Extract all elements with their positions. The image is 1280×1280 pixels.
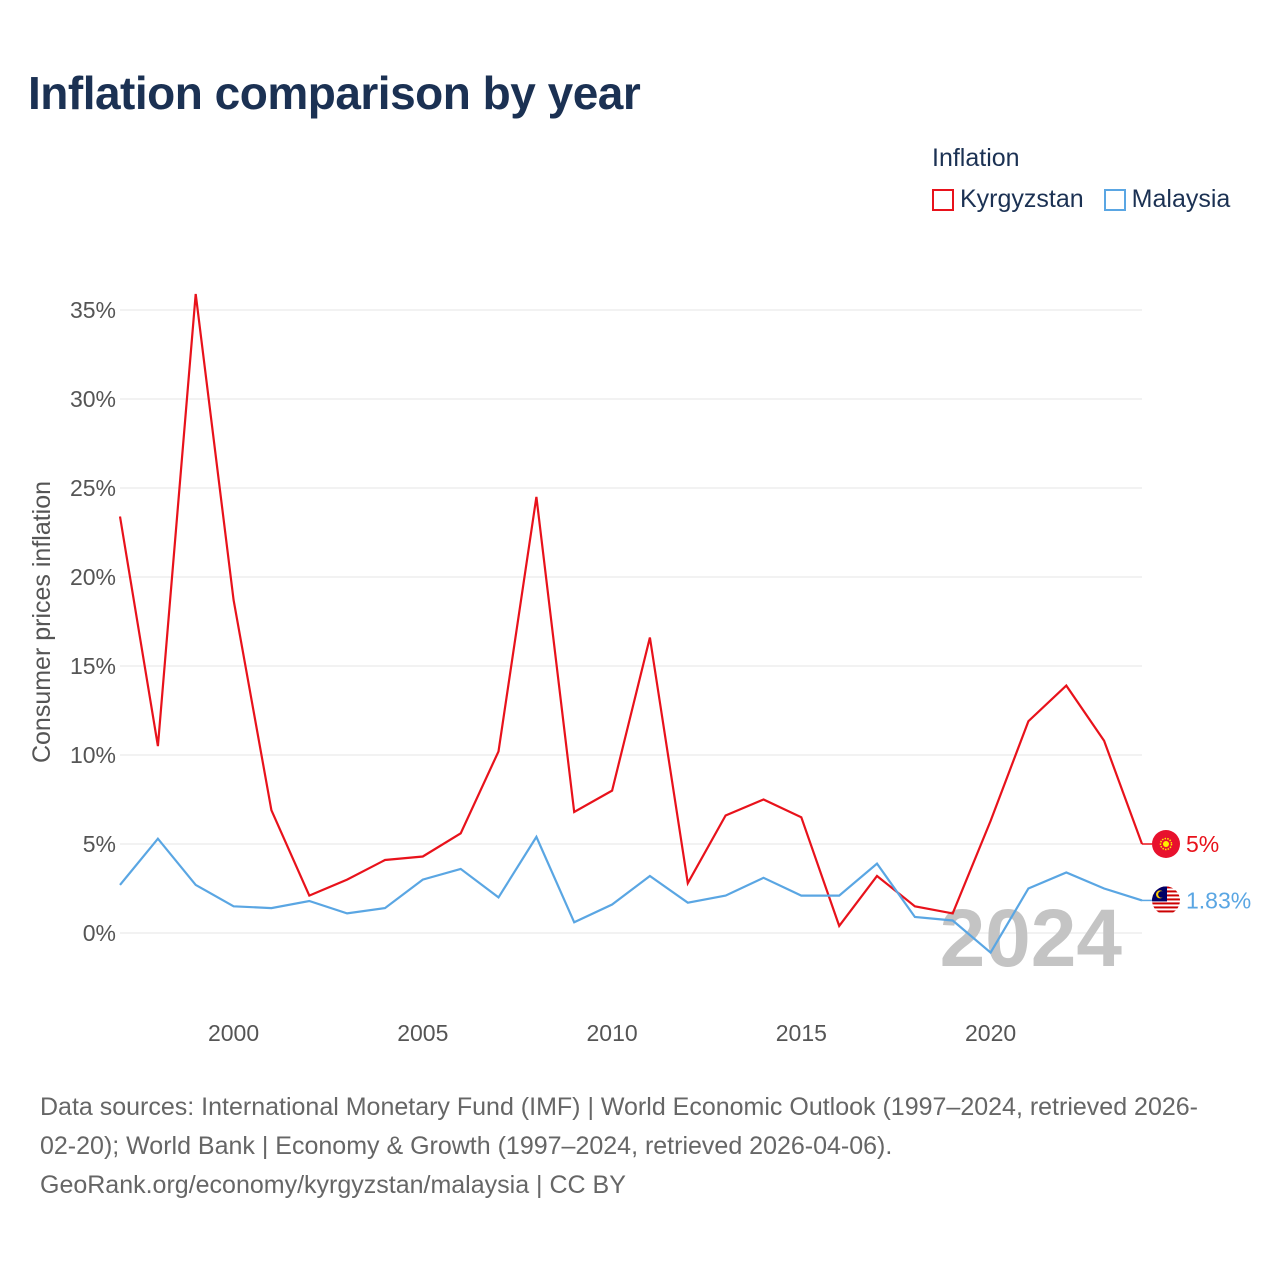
legend-label-malaysia: Malaysia xyxy=(1131,185,1231,213)
legend-item-malaysia[interactable]: Malaysia xyxy=(1103,185,1231,214)
y-axis-title: Consumer prices inflation xyxy=(28,481,56,763)
end-label-malaysia: 1.83% xyxy=(1186,887,1251,913)
x-tick-label: 2020 xyxy=(965,1020,1016,1046)
series-lines xyxy=(118,293,1144,955)
end-label-kyrgyzstan: 5% xyxy=(1186,831,1219,857)
line-chart: 0%5%10%15%20%25%30%35% 2000 2005 2010 2015 2… xyxy=(28,293,1251,1046)
legend: Inflation Kyrgyzstan Malaysia xyxy=(932,144,1230,214)
flag-icon-kyrgyzstan xyxy=(1152,830,1180,858)
sources-line-2: 02-20); World Bank | Economy & Growth (1… xyxy=(40,1132,893,1160)
y-tick-label: 15% xyxy=(70,653,116,679)
y-tick-label: 30% xyxy=(70,386,116,412)
series-line-malaysia xyxy=(119,834,1143,955)
chart-title: Inflation comparison by year xyxy=(28,67,641,119)
y-axis-ticks: 0% 5% 10% 15% 20% 25% 30% 35% xyxy=(70,297,116,946)
x-tick-label: 2010 xyxy=(586,1020,637,1046)
series-line-kyrgyzstan xyxy=(118,293,1144,929)
y-tick-label: 0% xyxy=(83,920,116,946)
y-tick-label: 5% xyxy=(83,831,116,857)
gridlines xyxy=(120,309,1142,934)
legend-swatch-kyrgyzstan xyxy=(932,188,954,211)
y-tick-label: 35% xyxy=(70,297,116,323)
x-tick-label: 2000 xyxy=(208,1020,259,1046)
y-tick-label: 10% xyxy=(70,742,116,768)
series-end-markers: 5% 1.83% xyxy=(1142,830,1251,915)
sources-line-3: GeoRank.org/economy/kyrgyzstan/malaysia … xyxy=(40,1171,626,1199)
x-axis-ticks: 2000 2005 2010 2015 2020 xyxy=(208,1020,1016,1046)
x-tick-label: 2015 xyxy=(776,1020,827,1046)
sources-line-1: Data sources: International Monetary Fun… xyxy=(40,1093,1198,1121)
year-watermark: 2024 xyxy=(940,893,1123,984)
legend-label-kyrgyzstan: Kyrgyzstan xyxy=(960,185,1084,213)
legend-title: Inflation xyxy=(932,144,1020,172)
data-sources: Data sources: International Monetary Fun… xyxy=(40,1088,1250,1205)
legend-swatch-malaysia xyxy=(1103,188,1126,211)
flag-icon-malaysia xyxy=(1152,886,1180,915)
y-tick-label: 25% xyxy=(70,475,116,501)
x-tick-label: 2005 xyxy=(397,1020,448,1046)
y-tick-label: 20% xyxy=(70,564,116,590)
legend-item-kyrgyzstan[interactable]: Kyrgyzstan xyxy=(932,185,1084,214)
